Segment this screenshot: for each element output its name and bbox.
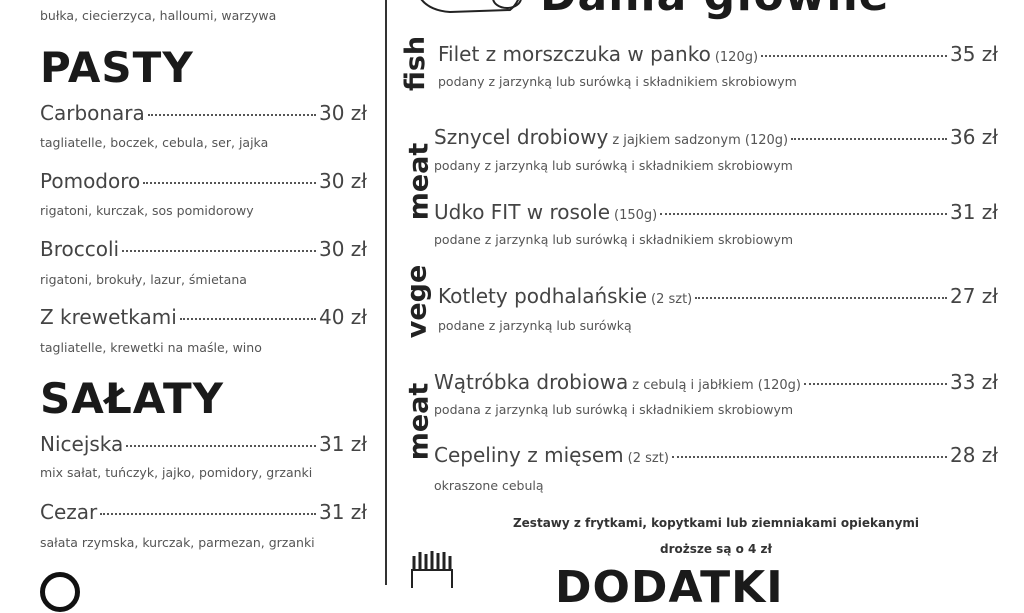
menu-item: Carbonara 30 zł	[40, 101, 367, 125]
dot-leader	[126, 445, 316, 447]
item-name: Nicejska	[40, 432, 124, 456]
item-price: 31 zł	[319, 500, 367, 524]
item-name: Udko FIT w rosole	[434, 200, 611, 224]
item-description: tagliatelle, krewetki na maśle, wino	[40, 340, 262, 355]
item-description: mix sałat, tuńczyk, jajko, pomidory, grz…	[40, 465, 313, 480]
menu-item: Filet z morszczuka w panko (120g) 35 zł	[438, 42, 998, 66]
dot-leader	[122, 250, 316, 252]
item-description: podane z jarzynką lub surówką i składnik…	[434, 232, 794, 247]
category-label-fish: fish	[400, 35, 432, 92]
item-name: Cepeliny z mięsem	[434, 443, 624, 467]
item-name: Cezar	[40, 500, 98, 524]
menu-item: Sznycel drobiowy z jajkiem sadzonym (120g…	[434, 125, 998, 149]
cropped-heading-glyph	[40, 572, 80, 612]
item-price: 30 zł	[319, 169, 367, 193]
dot-leader	[671, 456, 947, 458]
menu-item: Broccoli 30 zł	[40, 237, 367, 261]
item-price: 30 zł	[319, 101, 367, 125]
item-price: 27 zł	[950, 284, 998, 308]
item-extra: z cebulą i jabłkiem (120g)	[632, 378, 801, 393]
dot-leader	[179, 318, 316, 320]
set-note-line-1: Zestawy z frytkami, kopytkami lub ziemni…	[512, 516, 920, 530]
item-name: Pomodoro	[40, 169, 141, 193]
item-price: 30 zł	[319, 237, 367, 261]
item-price: 31 zł	[319, 432, 367, 456]
column-divider	[385, 0, 387, 585]
item-price: 36 zł	[950, 125, 998, 149]
section-title-pasty: PASTY	[40, 43, 194, 92]
section-title-dania-glowne: Dania główne	[540, 0, 890, 18]
dot-leader	[660, 213, 947, 215]
set-note-line-2: droższe są o 4 zł	[660, 542, 772, 556]
dot-leader	[761, 55, 947, 57]
item-description: okraszone cebulą	[434, 478, 544, 493]
item-description: rigatoni, kurczak, sos pomidorowy	[40, 203, 254, 218]
dot-leader	[100, 513, 316, 515]
menu-item: Wątróbka drobiowa z cebulą i jabłkiem (12…	[434, 370, 998, 394]
dot-leader	[147, 114, 316, 116]
menu-item: Pomodoro 30 zł	[40, 169, 367, 193]
menu-item: Z krewetkami 40 zł	[40, 305, 367, 329]
item-name: Broccoli	[40, 237, 120, 261]
item-description: rigatoni, brokuły, lazur, śmietana	[40, 272, 247, 287]
item-price: 33 zł	[950, 370, 998, 394]
dot-leader	[791, 138, 947, 140]
item-description: podane z jarzynką lub surówką	[438, 318, 632, 333]
item-price: 35 zł	[950, 42, 998, 66]
item-extra: z jajkiem sadzonym (120g)	[612, 133, 789, 148]
item-name: Kotlety podhalańskie	[438, 284, 648, 308]
item-extra: (2 szt)	[651, 292, 693, 307]
dot-leader	[803, 383, 947, 385]
item-name: Z krewetkami	[40, 305, 177, 329]
item-extra: (120g)	[714, 50, 759, 65]
pot-icon	[420, 0, 522, 14]
section-title-dodatki: DODATKI	[555, 562, 784, 613]
item-description: bułka, ciecierzyca, halloumi, warzywa	[40, 8, 277, 23]
category-label-meat: meat	[403, 382, 435, 461]
item-price: 40 zł	[319, 305, 367, 329]
item-name: Filet z morszczuka w panko	[438, 42, 711, 66]
item-name: Sznycel drobiowy	[434, 125, 609, 149]
menu-item: Udko FIT w rosole (150g) 31 zł	[434, 200, 998, 224]
menu-item: Cepeliny z mięsem (2 szt) 28 zł	[434, 443, 998, 467]
item-extra: (150g)	[614, 208, 658, 223]
menu-item: Kotlety podhalańskie (2 szt) 27 zł	[438, 284, 998, 308]
item-price: 28 zł	[950, 443, 998, 467]
section-title-salaty: SAŁATY	[40, 374, 225, 423]
menu-item: Cezar 31 zł	[40, 500, 367, 524]
dot-leader	[143, 182, 316, 184]
item-price: 31 zł	[950, 200, 998, 224]
item-description: tagliatelle, boczek, cebula, ser, jajka	[40, 135, 269, 150]
item-name: Carbonara	[40, 101, 145, 125]
category-label-vege: vege	[401, 264, 433, 339]
dot-leader	[695, 297, 947, 299]
item-description: sałata rzymska, kurczak, parmezan, grzan…	[40, 535, 315, 550]
item-description: podana z jarzynką lub surówką i składnik…	[434, 402, 794, 417]
item-extra: (2 szt)	[627, 451, 669, 466]
item-description: podany z jarzynką lub surówką i składnik…	[438, 74, 797, 89]
fries-icon	[411, 551, 453, 588]
item-description: podany z jarzynką lub surówką i składnik…	[434, 158, 793, 173]
menu-item: Nicejska 31 zł	[40, 432, 367, 456]
item-name: Wątróbka drobiowa	[434, 370, 629, 394]
category-label-meat: meat	[403, 142, 435, 221]
